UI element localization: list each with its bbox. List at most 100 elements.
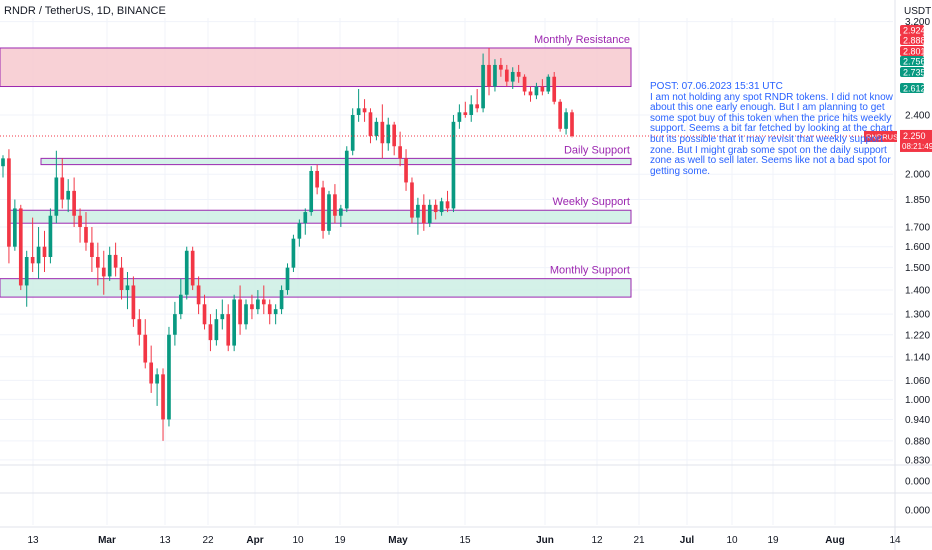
candle[interactable]	[78, 208, 82, 243]
candle[interactable]	[184, 246, 189, 300]
candle[interactable]	[95, 242, 100, 286]
candle[interactable]	[60, 158, 65, 209]
candle[interactable]	[339, 204, 343, 227]
candle[interactable]	[161, 368, 165, 441]
candle[interactable]	[469, 95, 474, 122]
candle[interactable]	[368, 108, 373, 144]
candle[interactable]	[546, 74, 551, 95]
candle[interactable]	[386, 117, 391, 151]
candle[interactable]	[261, 285, 266, 315]
candle[interactable]	[392, 121, 397, 156]
candle[interactable]	[36, 227, 41, 279]
candle[interactable]	[522, 74, 527, 96]
candle[interactable]	[451, 115, 456, 213]
candle[interactable]	[125, 272, 130, 310]
candle[interactable]	[463, 101, 468, 118]
candle[interactable]	[72, 177, 76, 227]
candle[interactable]	[30, 217, 35, 273]
candle[interactable]	[155, 368, 159, 406]
candle[interactable]	[1, 155, 5, 178]
candle[interactable]	[410, 177, 414, 224]
candle[interactable]	[481, 53, 485, 113]
candle[interactable]	[244, 299, 248, 330]
candle[interactable]	[101, 250, 106, 295]
candle[interactable]	[84, 212, 88, 251]
candle[interactable]	[344, 146, 349, 213]
candle[interactable]	[404, 149, 408, 191]
candle[interactable]	[256, 290, 260, 315]
candle[interactable]	[226, 304, 231, 352]
candle[interactable]	[196, 276, 201, 315]
candle[interactable]	[113, 242, 118, 277]
candle[interactable]	[273, 304, 278, 325]
candle[interactable]	[291, 234, 296, 273]
candle[interactable]	[398, 131, 402, 167]
candle[interactable]	[558, 99, 562, 132]
candle[interactable]	[315, 164, 319, 195]
candle[interactable]	[380, 104, 385, 159]
candle[interactable]	[309, 166, 314, 216]
candle[interactable]	[493, 59, 497, 92]
candle[interactable]	[13, 199, 17, 251]
candle[interactable]	[552, 71, 557, 105]
candle[interactable]	[297, 219, 302, 247]
candle[interactable]	[321, 180, 325, 239]
candle[interactable]	[143, 319, 148, 369]
candle[interactable]	[190, 246, 195, 291]
candle[interactable]	[149, 345, 154, 393]
candle[interactable]	[214, 309, 219, 346]
candle[interactable]	[48, 208, 53, 264]
candle[interactable]	[173, 301, 177, 346]
candle[interactable]	[510, 67, 515, 90]
candle[interactable]	[504, 64, 509, 87]
candle[interactable]	[499, 58, 503, 77]
candle[interactable]	[54, 150, 59, 224]
candle[interactable]	[18, 204, 23, 291]
candle[interactable]	[362, 99, 367, 122]
candle[interactable]	[439, 197, 444, 216]
candle[interactable]	[220, 299, 225, 330]
candle[interactable]	[540, 79, 545, 96]
candle[interactable]	[457, 104, 462, 129]
candle[interactable]	[421, 194, 426, 231]
candle[interactable]	[178, 278, 183, 320]
candle[interactable]	[487, 47, 491, 96]
candle[interactable]	[350, 108, 355, 156]
support-zone[interactable]	[7, 209, 632, 224]
candle[interactable]	[534, 82, 539, 100]
candle[interactable]	[42, 230, 47, 273]
candle[interactable]	[333, 184, 337, 224]
candle[interactable]	[7, 149, 11, 264]
candle[interactable]	[356, 89, 361, 122]
candle[interactable]	[570, 109, 574, 138]
candle[interactable]	[131, 276, 136, 327]
resistance-zone[interactable]	[0, 47, 632, 88]
candle[interactable]	[475, 89, 480, 113]
candle[interactable]	[445, 190, 450, 213]
candle[interactable]	[24, 250, 29, 307]
candle[interactable]	[279, 285, 284, 315]
candle[interactable]	[528, 86, 533, 102]
candle[interactable]	[564, 108, 568, 135]
candle[interactable]	[66, 179, 71, 213]
candle[interactable]	[167, 326, 171, 427]
candle[interactable]	[433, 199, 438, 220]
support-zone[interactable]	[0, 278, 632, 298]
candle[interactable]	[250, 294, 254, 320]
candle[interactable]	[90, 227, 94, 273]
candle[interactable]	[119, 257, 124, 300]
candle[interactable]	[267, 299, 272, 325]
candle[interactable]	[303, 208, 308, 235]
candle[interactable]	[427, 199, 432, 227]
candle[interactable]	[208, 314, 213, 352]
candle[interactable]	[232, 294, 236, 352]
candle[interactable]	[202, 294, 207, 330]
candle[interactable]	[285, 263, 290, 295]
candle[interactable]	[137, 309, 142, 346]
candle[interactable]	[374, 117, 379, 141]
candle[interactable]	[107, 246, 112, 281]
candle[interactable]	[416, 197, 420, 235]
candle[interactable]	[327, 190, 331, 235]
candle[interactable]	[238, 285, 242, 335]
